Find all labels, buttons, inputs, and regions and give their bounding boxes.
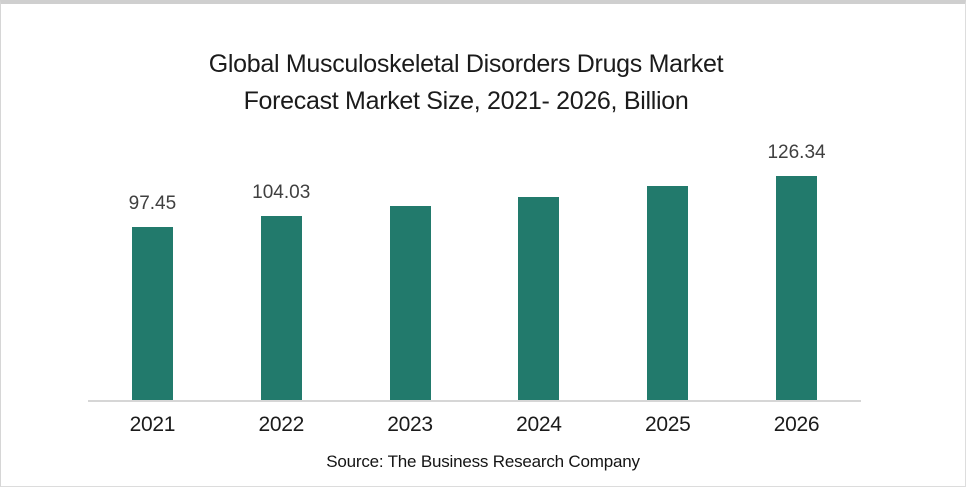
- source-caption: Source: The Business Research Company: [326, 452, 640, 471]
- bar-2024: [518, 197, 560, 400]
- bar-value-label-2022: 104.03: [252, 182, 311, 203]
- bar-2021: [131, 227, 173, 400]
- chart-title-line1: Global Musculoskeletal Disorders Drugs M…: [208, 50, 724, 78]
- bar-2025: [647, 186, 689, 400]
- plot-area: 97.45 104.03 126.34 2021 2022 2023 2024 2025 20…: [88, 134, 861, 436]
- x-tick-2026: 2026: [773, 413, 820, 436]
- x-tick-2023: 2023: [387, 413, 433, 436]
- x-tick-2025: 2025: [644, 413, 691, 436]
- bar-value-label-2021: 97.45: [128, 193, 177, 214]
- bar-band-2023: [346, 134, 475, 400]
- bar-series: 97.45 104.03 126.34: [88, 134, 861, 400]
- x-axis-tick-labels: 2021 2022 2023 2024 2025 2026: [88, 413, 861, 437]
- bar-2026: [776, 176, 818, 400]
- chart-title: Global Musculoskeletal Disorders Drugs M…: [1, 46, 931, 120]
- x-axis-line: [88, 400, 861, 402]
- chart-title-line2: Forecast Market Size, 2021- 2026, Billio…: [243, 87, 689, 115]
- x-tick-2024: 2024: [516, 413, 562, 436]
- bar-band-2022: 104.03: [217, 134, 346, 400]
- x-tick-2022: 2022: [258, 413, 304, 436]
- bar-band-2021: 97.45: [88, 134, 217, 400]
- bar-2022: [260, 216, 302, 400]
- x-tick-2021: 2021: [129, 413, 176, 436]
- bar-band-2025: [603, 134, 732, 400]
- bar-band-2026: 126.34: [732, 134, 861, 400]
- bar-2023: [389, 206, 431, 400]
- bar-band-2024: [474, 134, 603, 400]
- bar-value-label-2026: 126.34: [767, 142, 826, 163]
